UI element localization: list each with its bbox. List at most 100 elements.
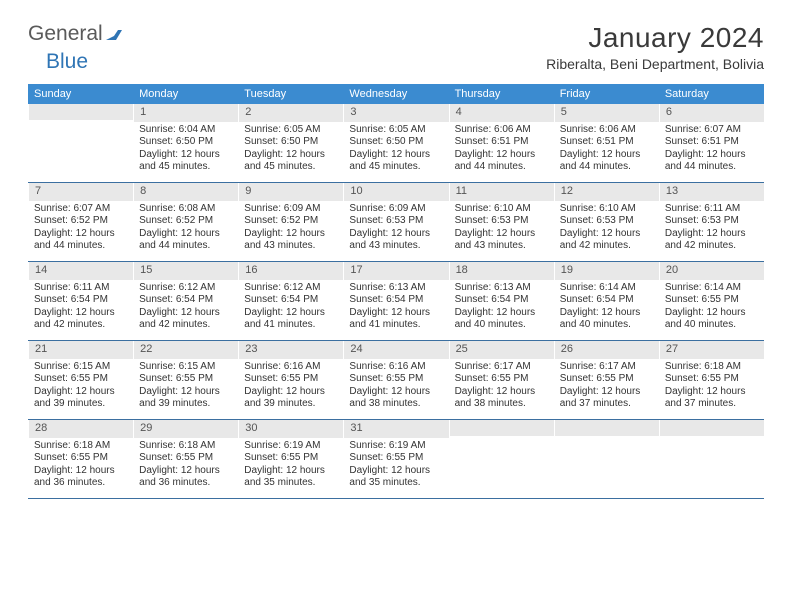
sunset-line: Sunset: 6:50 PM xyxy=(244,136,338,149)
day-number xyxy=(450,420,554,436)
day-number: 2 xyxy=(239,104,343,122)
day-cell xyxy=(28,104,133,182)
daylight-line: Daylight: 12 hours and 37 minutes. xyxy=(665,386,759,411)
daylight-line: Daylight: 12 hours and 39 minutes. xyxy=(244,386,338,411)
sunset-line: Sunset: 6:53 PM xyxy=(455,215,549,228)
day-cell: 8 Sunrise: 6:08 AMSunset: 6:52 PMDaylight… xyxy=(133,183,238,261)
day-number: 19 xyxy=(555,262,659,280)
day-number: 8 xyxy=(134,183,238,201)
daylight-line: Daylight: 12 hours and 42 minutes. xyxy=(139,307,233,332)
day-number: 3 xyxy=(344,104,448,122)
sunset-line: Sunset: 6:55 PM xyxy=(139,452,233,465)
sunset-line: Sunset: 6:55 PM xyxy=(665,294,759,307)
sunrise-line: Sunrise: 6:15 AM xyxy=(34,361,128,374)
daylight-line: Daylight: 12 hours and 39 minutes. xyxy=(34,386,128,411)
day-number: 29 xyxy=(134,420,238,438)
day-body: Sunrise: 6:19 AMSunset: 6:55 PMDaylight:… xyxy=(239,438,343,494)
day-body: Sunrise: 6:13 AMSunset: 6:54 PMDaylight:… xyxy=(450,280,554,336)
daylight-line: Daylight: 12 hours and 41 minutes. xyxy=(244,307,338,332)
sunrise-line: Sunrise: 6:06 AM xyxy=(560,124,654,137)
sunset-line: Sunset: 6:52 PM xyxy=(34,215,128,228)
logo-text-general: General xyxy=(28,22,103,46)
day-number xyxy=(555,420,659,436)
sunset-line: Sunset: 6:51 PM xyxy=(665,136,759,149)
sunset-line: Sunset: 6:55 PM xyxy=(349,452,443,465)
day-cell: 4Sunrise: 6:06 AMSunset: 6:51 PMDaylight… xyxy=(449,104,554,182)
sunrise-line: Sunrise: 6:08 AM xyxy=(139,203,233,216)
month-title: January 2024 xyxy=(546,22,764,54)
daylight-line: Daylight: 12 hours and 44 minutes. xyxy=(455,149,549,174)
daylight-line: Daylight: 12 hours and 38 minutes. xyxy=(455,386,549,411)
day-cell xyxy=(659,420,764,498)
day-body: Sunrise: 6:16 AMSunset: 6:55 PMDaylight:… xyxy=(239,359,343,415)
day-cell: 26 Sunrise: 6:17 AMSunset: 6:55 PMDayligh… xyxy=(554,341,659,419)
day-number: 25 xyxy=(450,341,554,359)
day-body: Sunrise: 6:04 AMSunset: 6:50 PMDaylight:… xyxy=(134,122,238,178)
day-number: 20 xyxy=(660,262,764,280)
day-cell: 2Sunrise: 6:05 AMSunset: 6:50 PMDaylight… xyxy=(238,104,343,182)
sunset-line: Sunset: 6:50 PM xyxy=(349,136,443,149)
sunrise-line: Sunrise: 6:12 AM xyxy=(244,282,338,295)
sunrise-line: Sunrise: 6:09 AM xyxy=(349,203,443,216)
logo-text-blue: Blue xyxy=(46,50,88,74)
day-cell: 31Sunrise: 6:19 AMSunset: 6:55 PMDayligh… xyxy=(343,420,448,498)
day-body: Sunrise: 6:19 AMSunset: 6:55 PMDaylight:… xyxy=(344,438,448,494)
day-number: 23 xyxy=(239,341,343,359)
calendar-page: General January 2024 Riberalta, Beni Dep… xyxy=(0,0,792,509)
sunrise-line: Sunrise: 6:07 AM xyxy=(34,203,128,216)
sunrise-line: Sunrise: 6:05 AM xyxy=(244,124,338,137)
daylight-line: Daylight: 12 hours and 44 minutes. xyxy=(34,228,128,253)
sunset-line: Sunset: 6:54 PM xyxy=(560,294,654,307)
sunset-line: Sunset: 6:52 PM xyxy=(139,215,233,228)
sunrise-line: Sunrise: 6:15 AM xyxy=(139,361,233,374)
daylight-line: Daylight: 12 hours and 42 minutes. xyxy=(34,307,128,332)
weeks-container: 1Sunrise: 6:04 AMSunset: 6:50 PMDaylight… xyxy=(28,104,764,499)
day-number: 5 xyxy=(555,104,659,122)
day-cell: 10Sunrise: 6:09 AMSunset: 6:53 PMDayligh… xyxy=(343,183,448,261)
day-cell: 20Sunrise: 6:14 AMSunset: 6:55 PMDayligh… xyxy=(659,262,764,340)
sunset-line: Sunset: 6:55 PM xyxy=(560,373,654,386)
sunset-line: Sunset: 6:53 PM xyxy=(665,215,759,228)
weekday-header-row: SundayMondayTuesdayWednesdayThursdayFrid… xyxy=(28,84,764,104)
weekday-header: Wednesday xyxy=(343,84,448,104)
daylight-line: Daylight: 12 hours and 45 minutes. xyxy=(139,149,233,174)
day-body: Sunrise: 6:17 AMSunset: 6:55 PMDaylight:… xyxy=(450,359,554,415)
sunrise-line: Sunrise: 6:16 AM xyxy=(244,361,338,374)
sunrise-line: Sunrise: 6:18 AM xyxy=(34,440,128,453)
sunrise-line: Sunrise: 6:16 AM xyxy=(349,361,443,374)
sunrise-line: Sunrise: 6:11 AM xyxy=(34,282,128,295)
day-body: Sunrise: 6:07 AMSunset: 6:52 PMDaylight:… xyxy=(29,201,133,257)
sunrise-line: Sunrise: 6:17 AM xyxy=(560,361,654,374)
sunset-line: Sunset: 6:55 PM xyxy=(665,373,759,386)
day-cell: 11Sunrise: 6:10 AMSunset: 6:53 PMDayligh… xyxy=(449,183,554,261)
day-number: 26 xyxy=(555,341,659,359)
day-number: 9 xyxy=(239,183,343,201)
day-cell: 27Sunrise: 6:18 AMSunset: 6:55 PMDayligh… xyxy=(659,341,764,419)
week-row: 7Sunrise: 6:07 AMSunset: 6:52 PMDaylight… xyxy=(28,183,764,262)
day-body: Sunrise: 6:15 AMSunset: 6:55 PMDaylight:… xyxy=(29,359,133,415)
day-body: Sunrise: 6:09 AMSunset: 6:53 PMDaylight:… xyxy=(344,201,448,257)
daylight-line: Daylight: 12 hours and 37 minutes. xyxy=(560,386,654,411)
day-cell: 17Sunrise: 6:13 AMSunset: 6:54 PMDayligh… xyxy=(343,262,448,340)
day-cell: 29Sunrise: 6:18 AMSunset: 6:55 PMDayligh… xyxy=(133,420,238,498)
sunset-line: Sunset: 6:54 PM xyxy=(34,294,128,307)
sunset-line: Sunset: 6:54 PM xyxy=(349,294,443,307)
daylight-line: Daylight: 12 hours and 44 minutes. xyxy=(139,228,233,253)
week-row: 1Sunrise: 6:04 AMSunset: 6:50 PMDaylight… xyxy=(28,104,764,183)
sunrise-line: Sunrise: 6:06 AM xyxy=(455,124,549,137)
week-row: 28Sunrise: 6:18 AMSunset: 6:55 PMDayligh… xyxy=(28,420,764,499)
day-number: 12 xyxy=(555,183,659,201)
sunrise-line: Sunrise: 6:19 AM xyxy=(244,440,338,453)
sunrise-line: Sunrise: 6:18 AM xyxy=(139,440,233,453)
sunset-line: Sunset: 6:53 PM xyxy=(560,215,654,228)
day-number: 18 xyxy=(450,262,554,280)
day-cell: 13Sunrise: 6:11 AMSunset: 6:53 PMDayligh… xyxy=(659,183,764,261)
day-number: 31 xyxy=(344,420,448,438)
daylight-line: Daylight: 12 hours and 44 minutes. xyxy=(560,149,654,174)
daylight-line: Daylight: 12 hours and 42 minutes. xyxy=(665,228,759,253)
day-body: Sunrise: 6:15 AMSunset: 6:55 PMDaylight:… xyxy=(134,359,238,415)
day-number: 30 xyxy=(239,420,343,438)
daylight-line: Daylight: 12 hours and 43 minutes. xyxy=(244,228,338,253)
day-number: 13 xyxy=(660,183,764,201)
daylight-line: Daylight: 12 hours and 42 minutes. xyxy=(560,228,654,253)
